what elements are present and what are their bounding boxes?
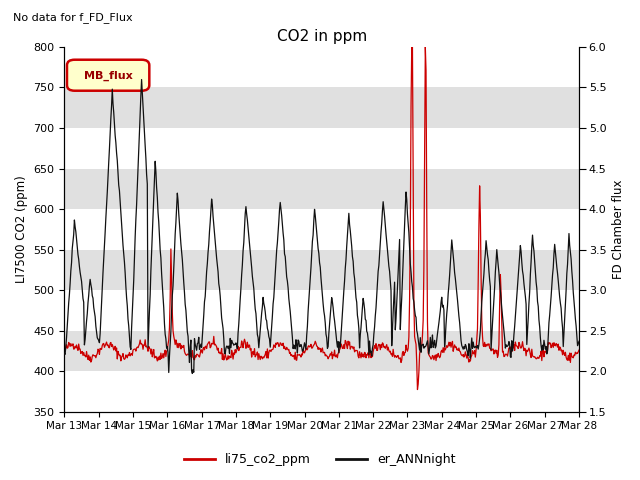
Bar xyxy=(65,331,579,371)
Text: No data for f_FD_Flux: No data for f_FD_Flux xyxy=(13,12,132,23)
Bar xyxy=(65,87,579,128)
Title: CO2 in ppm: CO2 in ppm xyxy=(276,29,367,44)
Y-axis label: LI7500 CO2 (ppm): LI7500 CO2 (ppm) xyxy=(15,176,28,283)
Bar xyxy=(65,168,579,209)
Bar xyxy=(65,250,579,290)
Text: MB_flux: MB_flux xyxy=(84,70,132,81)
Legend: li75_co2_ppm, er_ANNnight: li75_co2_ppm, er_ANNnight xyxy=(179,448,461,471)
FancyBboxPatch shape xyxy=(67,60,149,91)
Y-axis label: FD Chamber flux: FD Chamber flux xyxy=(612,180,625,279)
